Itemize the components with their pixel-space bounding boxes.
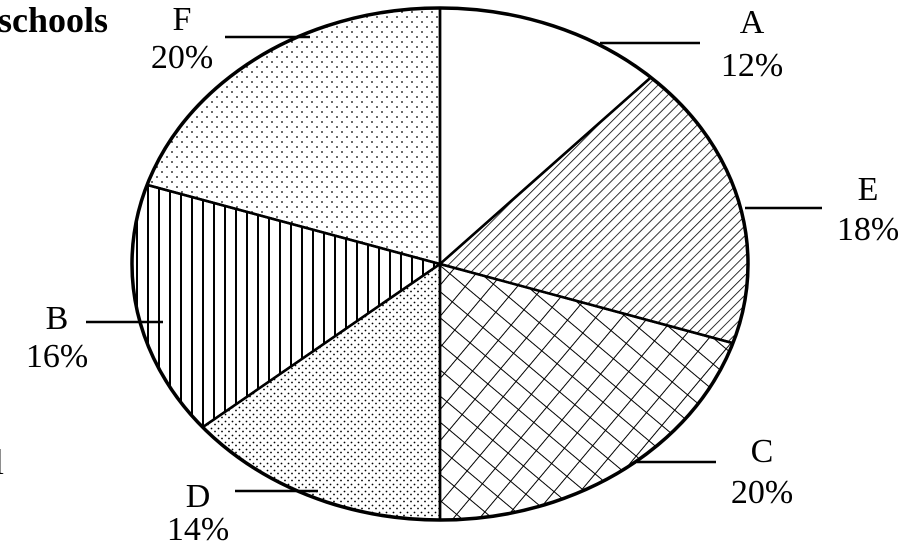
slice-value-d: 14% <box>167 511 229 545</box>
title-fragment: schools <box>0 0 108 40</box>
slices-layer <box>130 6 750 522</box>
pie-outline <box>130 6 750 522</box>
leader-lines <box>86 35 822 493</box>
slice-label-e: E <box>858 171 879 208</box>
slice-value-c: 20% <box>731 474 793 511</box>
slice-label-d: D <box>186 478 211 515</box>
edge-fragment: l <box>0 442 4 482</box>
slice-value-f: 20% <box>151 39 213 76</box>
slice-value-a: 12% <box>721 47 783 84</box>
slice-label-b: B <box>46 300 69 337</box>
slice-labels: A12%E18%C20%D14%B16%F20% <box>26 1 899 545</box>
slice-label-f: F <box>173 1 192 38</box>
slice-value-b: 16% <box>26 338 88 375</box>
slice-label-c: C <box>751 433 774 470</box>
slice-label-a: A <box>740 4 765 41</box>
slice-value-e: 18% <box>837 211 899 248</box>
